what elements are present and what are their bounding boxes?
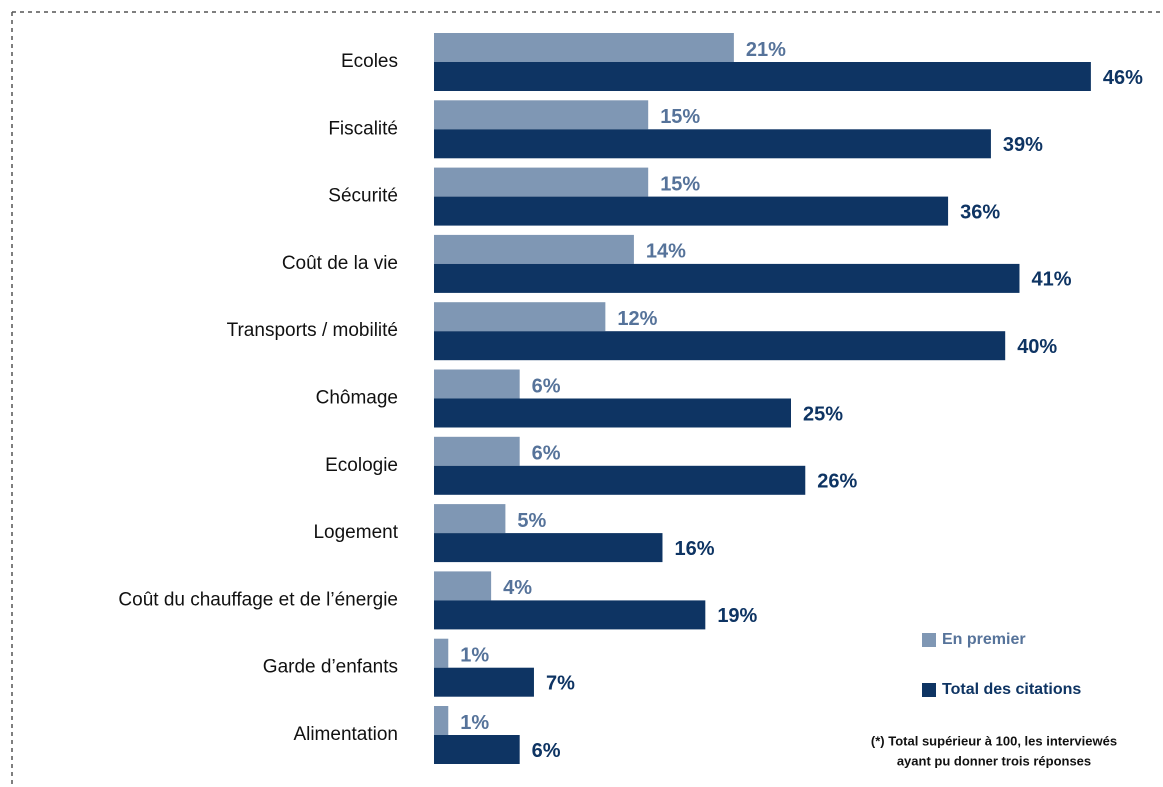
value-label: 40% [1017,336,1057,358]
value-label: 6% [532,375,561,397]
footnote: (*) Total supérieur à 100, les interview… [871,733,1117,748]
category-label: Transports / mobilité [227,320,398,341]
value-label: 25% [803,403,843,425]
value-label: 6% [532,740,561,762]
value-label: 41% [1031,269,1071,291]
bar [434,638,449,668]
bar [434,167,649,197]
bar [434,735,520,764]
category-label: Fiscalité [328,118,398,139]
value-label: 36% [960,201,1000,223]
bar [434,62,1091,91]
category-label: Garde d’enfants [263,657,398,678]
bar [434,129,991,159]
bar [434,33,734,62]
bar [434,571,492,601]
bar [434,234,634,264]
bar [434,504,506,534]
bar [434,533,663,563]
bar [434,600,706,630]
bar [434,465,806,495]
bar [434,196,949,226]
category-label: Coût de la vie [282,253,398,274]
bar [434,100,649,130]
value-label: 1% [460,712,489,734]
bar [434,302,606,332]
legend-label: Total des citations [942,681,1081,698]
value-label: 14% [646,241,686,263]
bar [434,667,534,697]
category-label: Ecoles [341,51,398,72]
bar [434,398,791,428]
value-label: 46% [1103,67,1143,89]
value-label: 26% [817,471,857,493]
category-label: Logement [313,522,398,543]
value-label: 12% [617,308,657,330]
category-label: Sécurité [328,186,398,207]
bar [434,369,520,399]
value-label: 15% [660,106,700,128]
value-label: 15% [660,173,700,195]
value-label: 39% [1003,134,1043,156]
value-label: 16% [674,538,714,560]
legend-label: En premier [942,631,1026,648]
bar [434,263,1020,293]
value-label: 7% [546,672,575,694]
category-label: Ecologie [325,455,398,476]
category-label: Chômage [316,388,398,409]
legend-swatch [922,633,936,647]
bar [434,331,1006,361]
value-label: 4% [503,577,532,599]
value-label: 19% [717,605,757,627]
legend-swatch [922,683,936,697]
value-label: 6% [532,443,561,465]
bar [434,706,449,735]
category-label: Alimentation [293,724,398,745]
category-label: Coût du chauffage et de l’énergie [118,589,398,610]
value-label: 5% [517,510,546,532]
bar [434,436,520,466]
value-label: 1% [460,644,489,666]
value-label: 21% [746,39,786,61]
footnote: ayant pu donner trois réponses [897,753,1091,768]
